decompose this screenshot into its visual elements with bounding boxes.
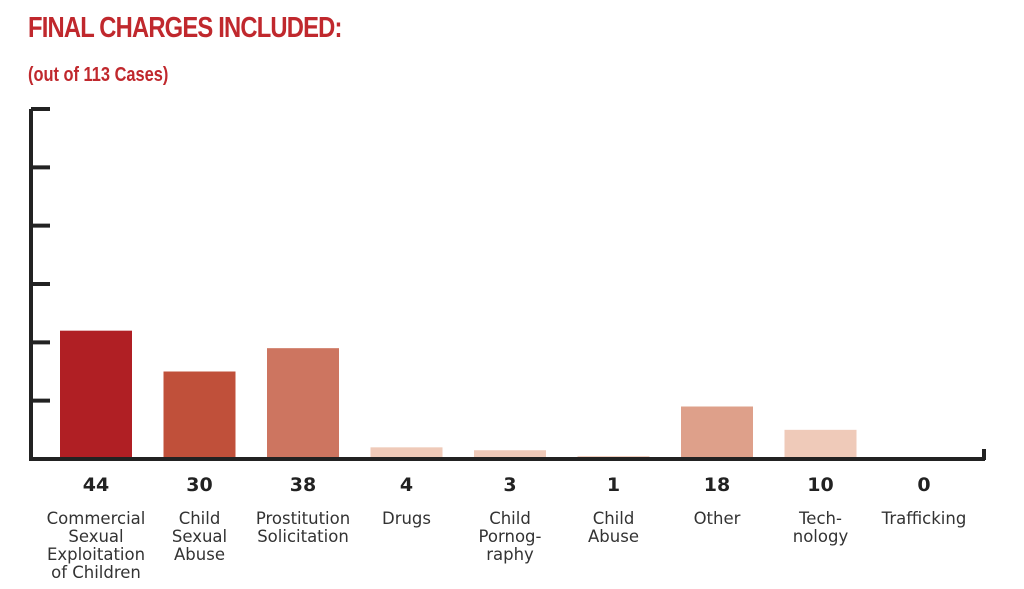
value-label: 1: [607, 474, 620, 496]
value-label: 4: [400, 474, 413, 496]
value-label: 10: [807, 474, 833, 496]
bar: [267, 348, 339, 459]
bar: [474, 450, 546, 459]
value-label: 3: [503, 474, 516, 496]
category-label: Commercial Sexual Exploitation of Children: [47, 509, 146, 582]
category-label: Prostitution Solicitation: [256, 509, 350, 546]
value-label: 18: [704, 474, 730, 496]
category-label: Other: [694, 509, 741, 528]
value-label: 44: [83, 474, 109, 496]
bar: [60, 330, 132, 459]
category-label: Tech-nology: [793, 509, 849, 546]
chart-title: FINAL CHARGES INCLUDED:: [28, 12, 342, 44]
bar: [370, 447, 443, 459]
bar: [784, 429, 857, 459]
value-label: 0: [917, 474, 930, 496]
value-label: 38: [290, 474, 316, 496]
chart-subtitle: (out of 113 Cases): [28, 64, 169, 86]
category-label: Child Abuse: [588, 509, 639, 546]
bar: [681, 406, 753, 459]
category-label: Trafficking: [881, 509, 967, 528]
value-label: 30: [186, 474, 212, 496]
bar: [163, 371, 236, 459]
category-label: Child Sexual Abuse: [172, 509, 227, 564]
category-label: Drugs: [382, 509, 431, 528]
category-label: Child Pornog-raphy: [479, 509, 542, 564]
